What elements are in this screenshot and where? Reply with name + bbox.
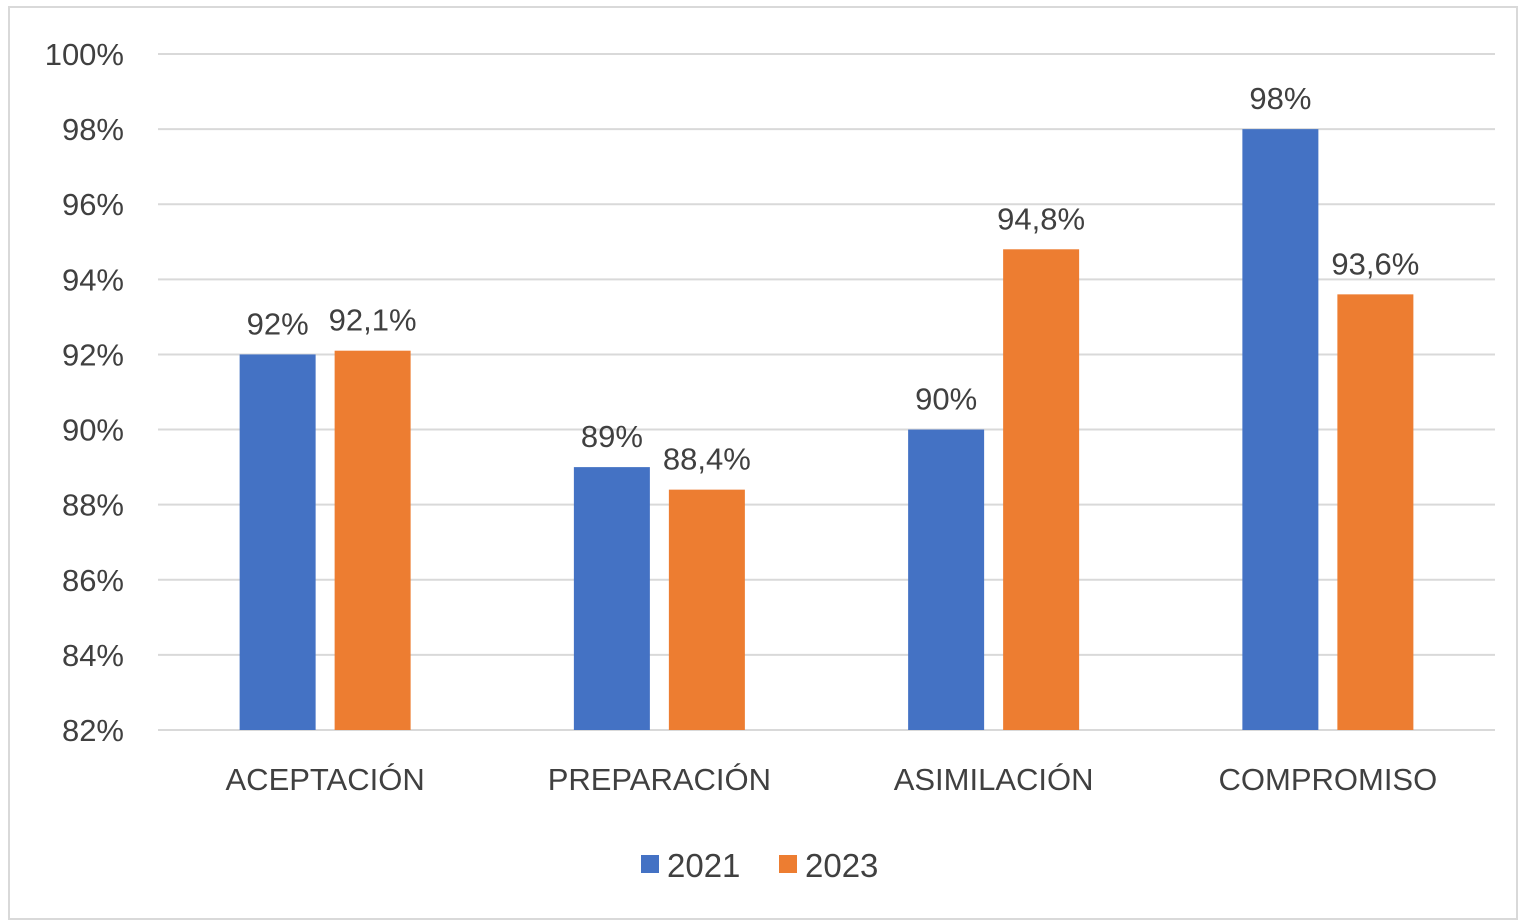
data-label: 92%: [247, 306, 309, 341]
legend-label-2021: 2021: [667, 847, 740, 884]
data-label: 93,6%: [1331, 246, 1419, 281]
bars: [239, 129, 1414, 731]
bar-2023-0: [334, 350, 411, 730]
bar-2023-3: [1337, 294, 1414, 730]
legend: 2021 2023: [641, 847, 878, 884]
bar-2021-1: [573, 467, 650, 730]
y-tick-label: 100%: [45, 37, 124, 72]
category-label: COMPROMISO: [1219, 762, 1438, 797]
bar-2021-2: [908, 429, 985, 730]
data-label: 88,4%: [663, 442, 751, 477]
y-axis-ticks: 82% 84% 86% 88% 90% 92% 94% 96% 98% 100%: [45, 37, 124, 748]
y-tick-label: 82%: [62, 713, 124, 748]
bar-2023-1: [668, 489, 745, 730]
data-label: 94,8%: [997, 201, 1085, 236]
y-tick-label: 92%: [62, 337, 124, 372]
category-label: ASIMILACIÓN: [894, 762, 1094, 797]
data-label: 90%: [915, 382, 977, 417]
y-tick-label: 96%: [62, 187, 124, 222]
data-label: 98%: [1249, 81, 1311, 116]
y-tick-label: 98%: [62, 112, 124, 147]
data-label: 92,1%: [329, 303, 417, 338]
legend-label-2023: 2023: [805, 847, 878, 884]
category-label: PREPARACIÓN: [548, 762, 771, 797]
data-label: 89%: [581, 419, 643, 454]
y-tick-label: 90%: [62, 413, 124, 448]
y-tick-label: 88%: [62, 488, 124, 523]
category-label: ACEPTACIÓN: [226, 762, 425, 797]
x-axis-categories: ACEPTACIÓN PREPARACIÓN ASIMILACIÓN COMPROMI…: [226, 762, 1438, 797]
y-tick-label: 84%: [62, 638, 124, 673]
legend-swatch-2023: [779, 855, 797, 873]
bar-2021-3: [1242, 129, 1319, 731]
y-tick-label: 94%: [62, 262, 124, 297]
y-tick-label: 86%: [62, 563, 124, 598]
legend-swatch-2021: [641, 855, 659, 873]
bar-2023-2: [1003, 249, 1080, 731]
bar-2021-0: [239, 354, 316, 730]
data-labels: 92% 92,1% 89% 88,4% 90% 94,8% 98% 93,6%: [247, 81, 1420, 477]
